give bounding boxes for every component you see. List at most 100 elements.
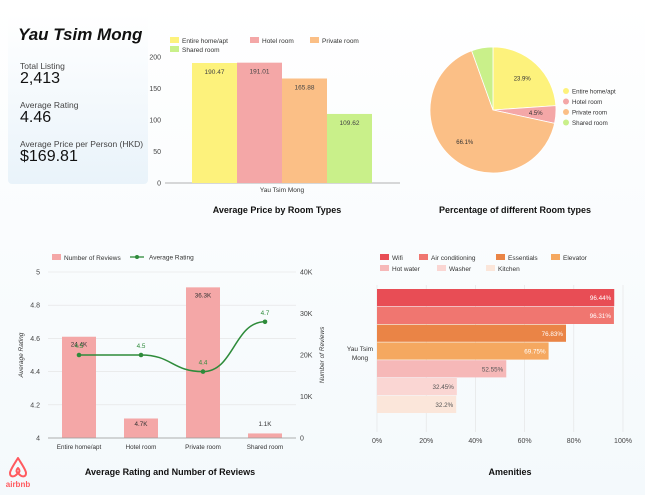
rating-left-tick: 4	[36, 436, 40, 443]
rating-legend-bars-swatch	[52, 254, 61, 260]
amenity-xtick: 100%	[614, 438, 632, 445]
amenity-bar-label-4: 52.55%	[482, 366, 504, 373]
pie-slice-3	[471, 46, 494, 111]
rating-left-axis-label: Average Rating	[18, 332, 25, 378]
rating-right-tick: 30K	[300, 311, 313, 318]
price-bar-0	[192, 63, 237, 183]
price-legend-0-label: Entire home/apt	[182, 38, 228, 45]
price-bar-label-0: 190.47	[205, 69, 225, 76]
price-ytick: 150	[149, 86, 161, 93]
price-legend-3-label: Shared room	[182, 47, 220, 54]
rating-left-tick: 4.8	[30, 303, 40, 310]
rating-point-1	[138, 352, 144, 358]
rating-legend-line-label: Average Rating	[149, 255, 194, 262]
amenity-legend-4-swatch	[380, 265, 389, 271]
total-listing-label: Total Listing	[20, 61, 65, 71]
average-rating-value: 4.46	[20, 109, 52, 126]
price-ytick: 200	[149, 55, 161, 62]
rating-right-axis-label: Number of Reviews	[319, 326, 326, 383]
rating-point-label-0: 4.5	[75, 343, 84, 350]
amenity-category-line2: Mong	[352, 355, 369, 362]
average-rating-label: Average Rating	[20, 100, 79, 110]
total-listing-value: 2,413	[20, 70, 61, 87]
rating-point-label-3: 4.7	[261, 310, 270, 317]
price-bar-2	[282, 78, 327, 183]
amenity-category-line1: Yau Tsim	[347, 346, 373, 353]
rating-left-tick: 4.6	[30, 336, 40, 343]
amenity-legend-0-label: Wifi	[392, 255, 403, 262]
price-legend-0-swatch	[170, 37, 179, 43]
amenity-legend-4-label: Hot water	[392, 266, 421, 273]
amenity-legend-6-label: Kitchen	[498, 266, 520, 273]
rating-left-tick: 4.2	[30, 402, 40, 409]
rating-category-2: Private room	[185, 444, 221, 451]
reviews-bar-3	[248, 433, 282, 438]
pie-slice-0	[492, 46, 557, 111]
amenity-xtick: 60%	[518, 438, 532, 445]
amenity-xtick: 40%	[468, 438, 482, 445]
reviews-bar-1	[124, 418, 158, 438]
amenity-xtick: 0%	[372, 438, 382, 445]
reviews-bar-2	[186, 287, 220, 438]
reviews-bar-0	[62, 336, 96, 438]
amenity-legend-2-label: Essentials	[508, 255, 538, 262]
amenity-legend-0-swatch	[380, 254, 389, 260]
price-ytick: 0	[157, 181, 161, 188]
amenity-bar-6	[377, 395, 457, 413]
price-ytick: 50	[153, 149, 161, 156]
amenity-bar-label-5: 32.45%	[432, 384, 454, 391]
pie-slice-label-2: 66.1%	[456, 140, 474, 146]
price-chart-title: Average Price by Room Types	[212, 205, 342, 215]
price-ytick: 100	[149, 118, 161, 125]
rating-right-tick: 10K	[300, 394, 313, 401]
reviews-bar-label-0: 24.4K	[71, 342, 88, 349]
amenity-legend-3-label: Elevator	[563, 255, 588, 262]
pie-legend-1-swatch	[563, 98, 569, 105]
price-legend-2-swatch	[310, 37, 319, 43]
pie-legend-2-swatch	[563, 109, 569, 115]
pie-legend-2-label: Private room	[572, 109, 607, 116]
rating-category-1: Hotel room	[126, 444, 157, 451]
price-bar-label-3: 109.62	[340, 120, 360, 127]
amenities-chart-title: Amenities	[488, 467, 532, 477]
rating-left-tick: 4.4	[30, 369, 40, 376]
amenity-legend-2-swatch	[496, 254, 505, 260]
pie-legend-0-label: Entire home/apt	[572, 88, 616, 95]
amenity-legend-5-label: Washer	[449, 266, 472, 273]
reviews-bar-label-2: 36.3K	[195, 292, 212, 299]
amenity-legend-6-swatch	[486, 265, 495, 271]
rating-right-tick: 40K	[300, 270, 313, 277]
amenity-bar-label-6: 32.2%	[435, 402, 453, 409]
amenity-bar-5	[377, 378, 457, 396]
amenity-legend-5-swatch	[437, 265, 446, 271]
pie-legend-3-label: Shared room	[572, 120, 608, 127]
rating-category-3: Shared room	[247, 444, 283, 451]
average-price-value: $169.81	[20, 148, 78, 165]
price-bar-1	[237, 62, 282, 184]
kpi-card	[8, 14, 148, 184]
rating-right-tick: 20K	[300, 353, 313, 360]
price-bar-label-2: 165.88	[295, 84, 315, 91]
rating-point-label-2: 4.4	[199, 360, 208, 367]
amenity-legend-3-swatch	[551, 254, 560, 260]
rating-line	[79, 321, 266, 373]
airbnb-logo: airbnb	[4, 455, 32, 489]
airbnb-logo-icon: airbnb	[6, 457, 30, 489]
pie-chart-title: Percentage of different Room types	[438, 205, 592, 215]
amenity-legend-1-swatch	[419, 254, 428, 260]
amenity-bar-label-0: 96.44%	[590, 295, 612, 302]
district-title: Yau Tsim Mong	[18, 25, 143, 44]
amenity-bar-label-2: 76.83%	[542, 331, 564, 338]
pie-legend-0-swatch	[563, 88, 569, 94]
rating-right-tick: 0	[300, 436, 304, 443]
pie-slice-2	[429, 50, 556, 174]
price-legend-1-swatch	[250, 37, 259, 43]
rating-point-3	[262, 319, 268, 325]
reviews-bar-label-1: 4.7K	[135, 421, 149, 428]
amenity-bar-3	[377, 342, 549, 360]
price-legend-1-label: Hotel room	[262, 38, 294, 45]
amenity-bar-1	[377, 306, 614, 324]
rating-chart-title: Average Rating and Number of Reviews	[84, 467, 256, 477]
pie-legend-1-label: Hotel room	[572, 99, 602, 106]
